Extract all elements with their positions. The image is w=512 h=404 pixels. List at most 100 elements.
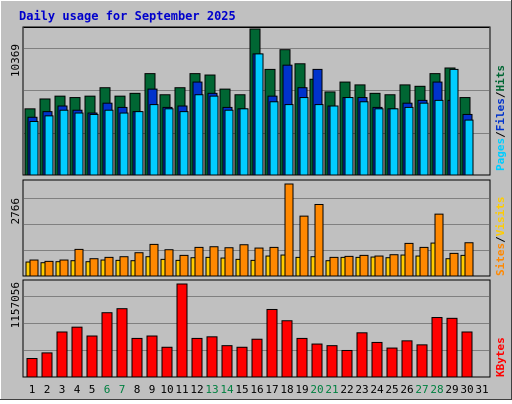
bar-pages-day-5-body <box>89 113 99 176</box>
bar-pages-day-11-body <box>179 111 189 176</box>
panel-hits-bars <box>24 28 474 176</box>
x-label-day-26: 26 <box>400 383 413 396</box>
bar-pages-day-22 <box>344 97 354 176</box>
bar-pages-day-14-body <box>224 109 234 176</box>
bar-sites-day-23 <box>359 254 369 277</box>
bar-pages-day-8-body <box>134 111 144 176</box>
bar-pages-day-3-body <box>59 109 69 176</box>
bar-sites-day-26-body <box>404 242 414 277</box>
bar-sites-day-22-body <box>344 255 354 277</box>
bar-pages-day-12-body <box>194 94 204 176</box>
bar-sites-day-9 <box>149 243 159 277</box>
bar-sites-day-10 <box>164 249 174 277</box>
bar-kbytes-day-21 <box>326 345 338 378</box>
bar-kbytes-day-1 <box>26 358 38 378</box>
bar-kbytes-day-3 <box>56 331 68 378</box>
bar-sites-day-24-body <box>374 255 384 277</box>
bar-kbytes-day-10 <box>161 346 173 378</box>
bar-pages-day-19 <box>299 97 309 176</box>
legend-sep-2: / <box>494 91 507 98</box>
x-label-day-25: 25 <box>385 383 398 396</box>
panel-visits-legend: Sites/Visits <box>494 197 507 277</box>
bar-sites-day-11 <box>179 254 189 277</box>
bar-pages-day-13-body <box>209 95 219 176</box>
bar-kbytes-day-23-body <box>356 332 368 378</box>
bar-sites-day-2-body <box>44 260 54 277</box>
bar-sites-day-6 <box>104 256 114 277</box>
bar-kbytes-day-21-body <box>326 345 338 378</box>
bar-sites-day-11-body <box>179 254 189 277</box>
bar-kbytes-day-12 <box>191 337 203 378</box>
bar-kbytes-day-30-body <box>461 331 473 378</box>
bar-kbytes-day-5-body <box>86 335 98 378</box>
panel-hits-legend: Pages/Files/Hits <box>494 65 507 171</box>
bar-sites-day-7 <box>119 256 129 277</box>
legend-pages: Pages <box>494 138 507 171</box>
bar-pages-day-2-body <box>44 115 54 176</box>
x-label-day-18: 18 <box>280 383 293 396</box>
bar-sites-day-21 <box>329 256 339 277</box>
bar-kbytes-day-7-body <box>116 308 128 378</box>
x-label-day-2: 2 <box>44 383 51 396</box>
bar-pages-day-18 <box>284 104 294 176</box>
bar-sites-day-28-body <box>434 213 444 277</box>
bar-pages-day-9-body <box>149 104 159 176</box>
bar-kbytes-day-8 <box>131 337 143 378</box>
x-label-day-31: 31 <box>475 383 488 396</box>
bar-pages-day-5 <box>89 113 99 176</box>
x-label-day-15: 15 <box>235 383 248 396</box>
bar-kbytes-day-17 <box>266 308 278 378</box>
bar-pages-day-6-body <box>104 109 114 176</box>
bar-pages-day-17 <box>269 101 279 176</box>
x-label-day-5: 5 <box>89 383 96 396</box>
bar-pages-day-17-body <box>269 101 279 176</box>
x-label-day-30: 30 <box>460 383 473 396</box>
bar-kbytes-day-30 <box>461 331 473 378</box>
panel-hits-ymax-label: 10369 <box>9 44 22 77</box>
bar-pages-day-16-body <box>254 53 264 176</box>
bar-sites-day-20 <box>314 203 324 277</box>
legend-hits: Hits <box>494 65 507 92</box>
bar-pages-day-15 <box>239 108 249 176</box>
bar-kbytes-day-19 <box>296 337 308 378</box>
x-label-day-13: 13 <box>205 383 218 396</box>
bar-kbytes-day-4-body <box>71 326 83 378</box>
bar-sites-day-10-body <box>164 249 174 277</box>
bar-kbytes-day-14 <box>221 345 233 378</box>
bar-kbytes-day-6 <box>101 312 113 378</box>
bar-sites-day-4-body <box>74 248 84 277</box>
bar-pages-day-6 <box>104 109 114 176</box>
bar-pages-day-7 <box>119 112 129 176</box>
legend-kbytes: KBytes <box>494 337 507 377</box>
bar-kbytes-day-27 <box>416 344 428 378</box>
bar-sites-day-6-body <box>104 256 114 277</box>
bar-pages-day-8 <box>134 111 144 176</box>
bar-pages-day-30-body <box>464 119 474 176</box>
bar-pages-day-4 <box>74 112 84 176</box>
x-label-day-20: 20 <box>310 383 323 396</box>
bar-kbytes-day-13-body <box>206 336 218 378</box>
bar-kbytes-day-11-body <box>176 283 188 378</box>
bar-kbytes-day-29 <box>446 317 458 378</box>
bar-pages-day-30 <box>464 119 474 176</box>
panel-kbytes-bars <box>26 283 473 378</box>
bar-kbytes-day-28 <box>431 317 443 378</box>
bar-sites-day-15 <box>239 244 249 277</box>
bar-kbytes-day-2-body <box>41 352 53 378</box>
bar-kbytes-day-15 <box>236 346 248 378</box>
bar-pages-day-23 <box>359 101 369 176</box>
hits-files-pages-panel: 10369 Pages/Files/Hits <box>9 26 507 176</box>
bar-sites-day-7-body <box>119 256 129 277</box>
bar-sites-day-5-body <box>89 258 99 277</box>
bar-sites-day-2 <box>44 260 54 277</box>
bar-kbytes-day-18 <box>281 320 293 378</box>
bar-sites-day-18-body <box>284 183 294 277</box>
bar-sites-day-30-body <box>464 242 474 277</box>
bar-sites-day-15-body <box>239 244 249 277</box>
bar-sites-day-22 <box>344 255 354 277</box>
bar-pages-day-18-body <box>284 104 294 176</box>
bar-pages-day-26 <box>404 106 414 176</box>
bar-kbytes-day-27-body <box>416 344 428 378</box>
x-axis-day-labels: 1 2 3 4 5 6 7 8 9 10 11 12 13 14 15 16 17 18 19 20 21 22 23 24 2… <box>29 383 489 396</box>
